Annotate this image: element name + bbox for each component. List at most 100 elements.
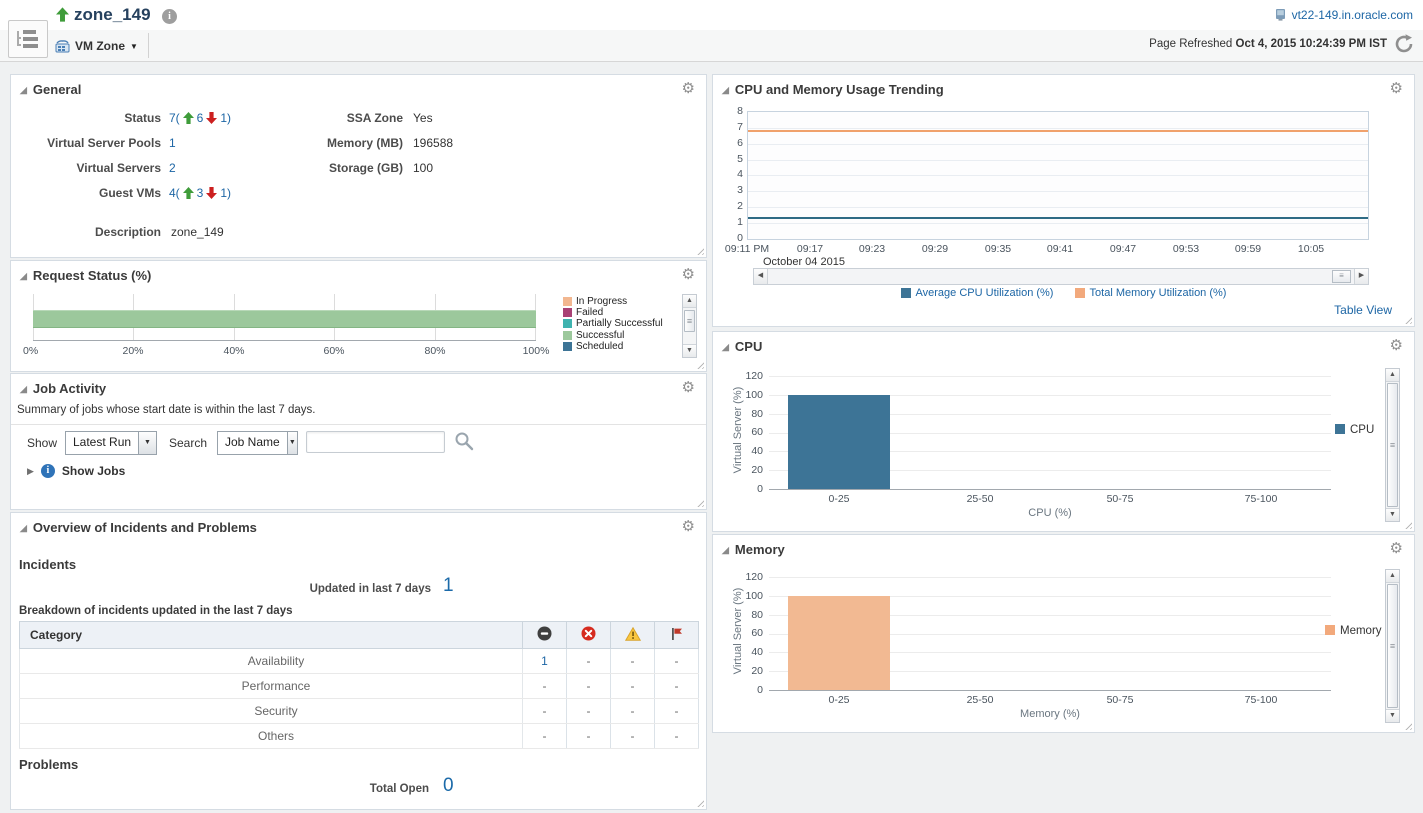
scroll-left-arrow[interactable]: ◀ [754,269,768,284]
collapse-icon[interactable]: ◢ [20,271,27,281]
x-tick: 09:17 [796,243,824,255]
category-cell: Security [19,698,523,724]
scrollbar-thumb[interactable]: ≡ [1387,584,1398,708]
in-progress-swatch [563,297,572,307]
x-tick: 10:05 [1297,243,1325,255]
legend-item-cpu[interactable]: Average CPU Utilization (%) [900,287,1053,299]
search-input[interactable] [306,431,445,453]
vsp-value-link[interactable]: 1 [169,136,176,150]
collapse-icon[interactable]: ◢ [722,85,729,95]
host-link-text: vt22-149.in.oracle.com [1291,8,1413,22]
guest-vms-up-count[interactable]: 3 [196,186,204,200]
status-total-link[interactable]: 7( [169,111,180,125]
resize-grip[interactable] [1403,520,1412,529]
collapse-icon[interactable]: ◢ [20,523,27,533]
refresh-button[interactable] [1393,33,1415,60]
chevron-down-icon[interactable]: ▼ [286,432,297,454]
scroll-up-arrow[interactable]: ▲ [1386,570,1399,583]
flag-column-header [654,621,699,649]
collapse-icon[interactable]: ◢ [20,85,27,95]
cell-value: - [654,723,699,749]
scrollbar-thumb[interactable]: ≡ [684,310,695,332]
memory-scrollbar[interactable]: ▲ ≡ ▼ [1385,569,1400,723]
expand-arrow-icon[interactable]: ▶ [27,465,34,476]
host-link[interactable]: vt22-149.in.oracle.com [1274,8,1413,22]
legend-label: Successful [576,329,625,341]
vm-zone-menu[interactable]: VM Zone ▼ [55,36,138,56]
down-arrow-icon [206,187,218,199]
x-tick: 80% [424,345,446,357]
y-tick: 3 [737,184,743,196]
y-tick: 40 [751,445,763,457]
scroll-up-arrow[interactable]: ▲ [683,295,696,308]
resize-grip[interactable] [695,246,704,255]
gear-icon[interactable]: ⚙ [681,266,695,283]
request-status-legend: In Progress Failed Partially Successful … [563,296,663,352]
scrollbar-thumb[interactable]: ≡ [1332,270,1351,283]
resize-grip[interactable] [695,798,704,807]
collapse-icon[interactable]: ◢ [722,545,729,555]
gear-icon[interactable]: ⚙ [681,80,695,97]
status-down-count[interactable]: 1) [220,111,232,125]
resize-grip[interactable] [695,498,704,507]
status-label: Status [124,111,161,125]
collapse-icon[interactable]: ◢ [722,342,729,352]
x-tick: 40% [223,345,245,357]
critical-column-header [566,621,611,649]
gear-icon[interactable]: ⚙ [1389,337,1403,354]
status-up-count[interactable]: 6 [196,111,204,125]
collapse-icon[interactable]: ◢ [20,384,27,394]
gear-icon[interactable]: ⚙ [681,518,695,535]
show-jobs-label[interactable]: Show Jobs [61,464,126,478]
scroll-down-arrow[interactable]: ▼ [1386,508,1399,521]
info-icon[interactable]: i [162,9,177,24]
resize-grip[interactable] [1403,315,1412,324]
request-status-panel: ◢ Request Status (%) ⚙ 0% 20% 40% 60% 80%… [10,260,707,372]
legend-scrollbar[interactable]: ▲ ≡ ▼ [682,294,697,358]
search-icon[interactable] [454,431,474,451]
show-select[interactable]: Latest Run ▼ [65,431,157,455]
scheduled-swatch [563,341,572,351]
legend-item-memory[interactable]: Total Memory Utilization (%) [1074,287,1226,299]
target-navigation-button[interactable] [8,20,48,58]
incident-count-link[interactable]: 1 [541,654,548,668]
chevron-down-icon[interactable]: ▼ [138,432,156,454]
x-tick: 20% [122,345,144,357]
ssa-zone-row: SSA Zone Yes [253,111,433,125]
memory-series-swatch [1074,288,1085,298]
cell-value: - [522,698,567,724]
resize-grip[interactable] [1403,721,1412,730]
gear-icon[interactable]: ⚙ [681,379,695,396]
storage-row: Storage (GB) 100 [253,161,433,175]
scroll-right-arrow[interactable]: ▶ [1354,269,1368,284]
cpu-scrollbar[interactable]: ▲ ≡ ▼ [1385,368,1400,522]
cpu-series-swatch [900,288,911,298]
show-label: Show [27,436,58,450]
scroll-up-arrow[interactable]: ▲ [1386,369,1399,382]
x-category: 0-25 [828,694,850,706]
gear-icon[interactable]: ⚙ [1389,540,1403,557]
resize-grip[interactable] [695,360,704,369]
description-row: Description zone_149 [11,225,224,239]
trending-scrollbar[interactable]: ◀ ≡ ▶ [753,268,1369,285]
updated-count[interactable]: 1 [443,575,454,596]
scrollbar-thumb[interactable]: ≡ [1387,383,1398,507]
divider [11,424,706,425]
scroll-down-arrow[interactable]: ▼ [1386,709,1399,722]
cpu-plot [769,376,1331,490]
guest-vms-down-count[interactable]: 1) [220,186,232,200]
gear-icon[interactable]: ⚙ [1389,80,1403,97]
vs-value-link[interactable]: 2 [169,161,176,175]
table-view-link[interactable]: Table View [1334,303,1392,317]
problems-heading: Problems [19,757,79,772]
cell-value: - [566,673,611,699]
vs-label: Virtual Servers [76,161,162,175]
total-open-count[interactable]: 0 [443,775,454,796]
legend-label: Partially Successful [576,318,663,330]
memory-series-swatch [1325,625,1335,635]
scroll-down-arrow[interactable]: ▼ [683,344,696,357]
guest-vms-total-link[interactable]: 4( [169,186,180,200]
cpu-panel: ◢ CPU ⚙ Virtual Server (%) 120 100 80 60 … [712,331,1415,532]
header-row-toolbar [0,30,1423,62]
search-field-select[interactable]: Job Name ▼ [217,431,298,455]
